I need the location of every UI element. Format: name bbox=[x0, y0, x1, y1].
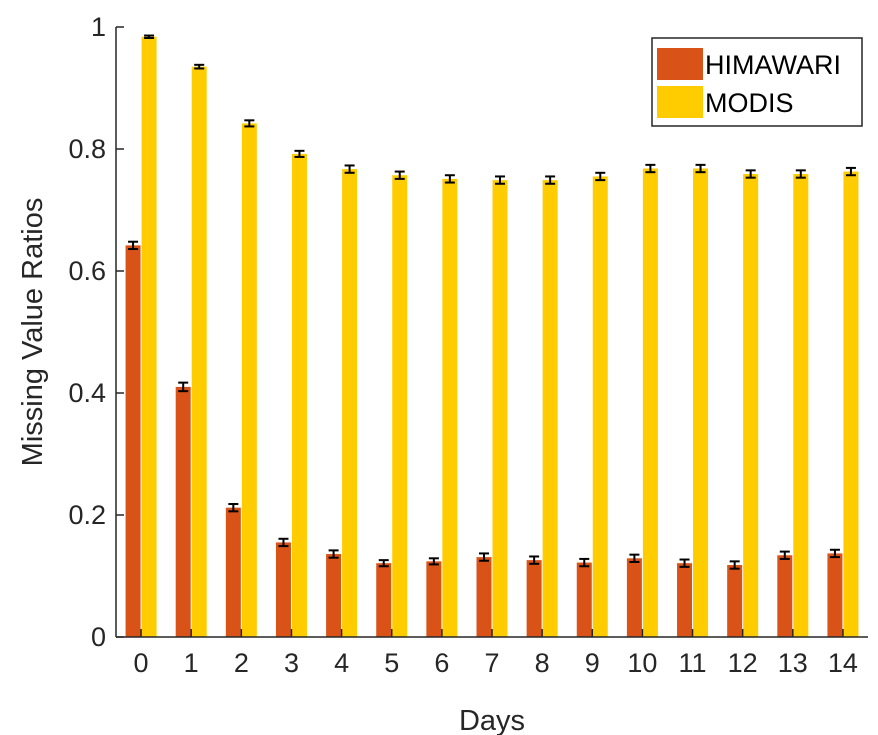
bar-modis-day-13 bbox=[793, 174, 809, 637]
bar-himawari-day-3 bbox=[275, 542, 291, 637]
errorbar-himawari-day-10 bbox=[629, 553, 640, 563]
y-tick-label: 0.2 bbox=[68, 500, 106, 530]
x-tick-label: 11 bbox=[679, 648, 707, 678]
bar-himawari-day-0 bbox=[125, 245, 141, 637]
bar-himawari-day-6 bbox=[426, 561, 442, 637]
errorbar-himawari-day-0 bbox=[128, 240, 139, 251]
x-tick-label: 6 bbox=[434, 648, 449, 678]
y-axis-label: Missing Value Ratios bbox=[17, 198, 49, 467]
errorbar-himawari-day-8 bbox=[529, 555, 540, 565]
errorbar-himawari-day-7 bbox=[479, 552, 489, 562]
bar-himawari-day-7 bbox=[476, 557, 492, 637]
bar-modis-day-5 bbox=[392, 175, 408, 638]
bar-modis-day-14 bbox=[843, 171, 859, 637]
errorbar-modis-day-14 bbox=[845, 166, 856, 177]
bar-modis-day-4 bbox=[342, 169, 358, 637]
errorbar-himawari-day-3 bbox=[278, 537, 289, 548]
bar-himawari-day-10 bbox=[626, 558, 642, 637]
legend-label-modis: MODIS bbox=[705, 88, 794, 118]
x-tick-label: 2 bbox=[234, 648, 249, 678]
bar-himawari-day-5 bbox=[376, 563, 392, 637]
x-tick-label: 4 bbox=[334, 648, 349, 678]
errorbar-modis-day-0 bbox=[144, 34, 155, 39]
errorbar-modis-day-1 bbox=[194, 63, 205, 70]
bar-modis-day-11 bbox=[693, 168, 709, 637]
x-tick-label: 3 bbox=[284, 648, 299, 678]
errorbar-himawari-day-12 bbox=[729, 560, 740, 570]
x-tick-label: 9 bbox=[585, 648, 600, 678]
x-tick-label: 14 bbox=[828, 648, 858, 678]
y-tick-label: 0 bbox=[91, 622, 106, 652]
bar-modis-day-3 bbox=[291, 153, 307, 637]
bar-himawari-day-12 bbox=[727, 565, 743, 637]
errorbar-modis-day-10 bbox=[645, 163, 656, 174]
x-axis-label: Days bbox=[459, 705, 525, 735]
bar-himawari-day-13 bbox=[777, 555, 793, 637]
errorbar-himawari-day-2 bbox=[228, 503, 239, 513]
errorbar-modis-day-5 bbox=[394, 170, 405, 180]
x-tick-label: 12 bbox=[728, 648, 758, 678]
bar-modis-day-10 bbox=[642, 168, 658, 637]
x-ticks: 0 1 2 3 4 5 6 7 8 9 10 11 12 13 14 bbox=[134, 629, 858, 678]
bar-himawari-day-4 bbox=[326, 554, 342, 637]
x-tick-label: 13 bbox=[778, 648, 808, 678]
bar-modis-day-7 bbox=[492, 180, 508, 638]
errorbar-modis-day-2 bbox=[244, 119, 255, 128]
legend-swatch-himawari bbox=[657, 48, 703, 80]
bar-himawari-day-11 bbox=[677, 563, 693, 637]
error-bars-layer bbox=[128, 34, 856, 570]
errorbar-modis-day-12 bbox=[745, 169, 756, 179]
errorbar-himawari-day-11 bbox=[679, 558, 690, 568]
bar-modis-day-0 bbox=[141, 36, 157, 637]
bar-modis-day-8 bbox=[542, 180, 558, 638]
errorbar-modis-day-3 bbox=[294, 149, 305, 158]
y-tick-label: 0.6 bbox=[68, 256, 106, 286]
bar-modis-day-6 bbox=[442, 178, 458, 637]
bar-himawari-day-8 bbox=[526, 560, 542, 637]
bar-himawari-day-14 bbox=[827, 553, 843, 637]
legend: HIMAWARI MODIS bbox=[651, 37, 863, 127]
legend-label-himawari: HIMAWARI bbox=[705, 50, 841, 80]
y-tick-label: 0.8 bbox=[68, 134, 106, 164]
x-tick-label: 0 bbox=[134, 648, 149, 678]
errorbar-himawari-day-1 bbox=[178, 381, 189, 393]
bar-modis-day-9 bbox=[592, 176, 608, 637]
errorbar-modis-day-7 bbox=[495, 175, 505, 185]
bar-himawari-day-9 bbox=[576, 562, 592, 637]
y-tick-label: 0.4 bbox=[68, 378, 106, 408]
errorbar-himawari-day-4 bbox=[328, 549, 339, 559]
bar-modis-day-1 bbox=[191, 66, 207, 637]
x-tick-label: 8 bbox=[535, 648, 550, 678]
errorbar-himawari-day-5 bbox=[378, 559, 389, 568]
errorbar-modis-day-8 bbox=[545, 175, 556, 185]
y-tick-label: 1 bbox=[91, 12, 106, 42]
bar-modis-day-12 bbox=[743, 174, 759, 637]
errorbar-modis-day-4 bbox=[344, 164, 355, 174]
errorbar-modis-day-6 bbox=[444, 174, 455, 184]
errorbar-himawari-day-9 bbox=[579, 557, 590, 568]
bar-himawari-day-2 bbox=[225, 507, 241, 637]
bar-himawari-day-1 bbox=[175, 386, 191, 637]
errorbar-himawari-day-13 bbox=[779, 550, 790, 560]
x-tick-label: 5 bbox=[384, 648, 399, 678]
y-ticks: 0 0.2 0.4 0.6 0.8 1 bbox=[68, 12, 124, 652]
errorbar-modis-day-9 bbox=[595, 171, 606, 182]
errorbar-himawari-day-6 bbox=[428, 557, 439, 566]
errorbar-himawari-day-14 bbox=[829, 548, 840, 559]
legend-swatch-modis bbox=[657, 86, 703, 118]
x-tick-label: 7 bbox=[484, 648, 499, 678]
errorbar-modis-day-13 bbox=[795, 169, 806, 179]
x-tick-label: 10 bbox=[627, 648, 657, 678]
x-tick-label: 1 bbox=[184, 648, 199, 678]
bars-layer bbox=[125, 36, 859, 638]
errorbar-modis-day-11 bbox=[695, 163, 706, 174]
bar-modis-day-2 bbox=[241, 123, 257, 637]
